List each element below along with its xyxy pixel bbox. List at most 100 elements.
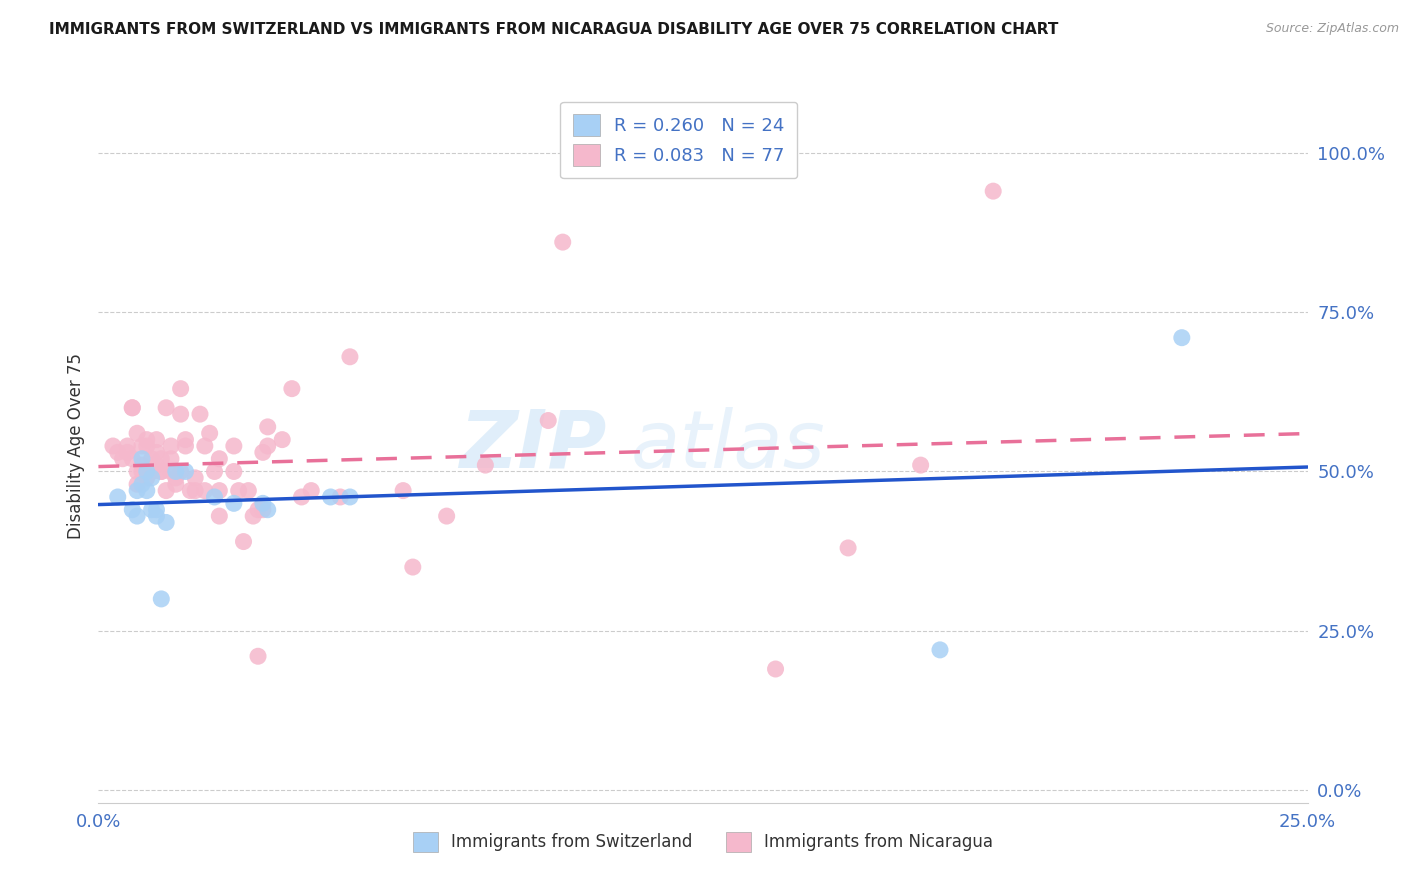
Point	[256, 502, 278, 516]
Point	[121, 401, 143, 415]
Point	[160, 451, 183, 466]
Point	[174, 439, 197, 453]
Legend: Immigrants from Switzerland, Immigrants from Nicaragua: Immigrants from Switzerland, Immigrants …	[406, 825, 1000, 859]
Point	[474, 458, 496, 472]
Point	[256, 420, 278, 434]
Text: ZIP: ZIP	[458, 407, 606, 485]
Point	[121, 401, 143, 415]
Point	[111, 451, 134, 466]
Point	[174, 433, 197, 447]
Point	[150, 465, 173, 479]
Point	[141, 471, 163, 485]
Point	[981, 184, 1004, 198]
Point	[204, 465, 226, 479]
Point	[131, 458, 153, 472]
Point	[117, 439, 139, 453]
Point	[1171, 331, 1194, 345]
Point	[204, 490, 226, 504]
Point	[198, 426, 221, 441]
Point	[290, 490, 312, 504]
Point	[155, 401, 177, 415]
Point	[165, 465, 187, 479]
Point	[141, 465, 163, 479]
Point	[319, 490, 342, 504]
Point	[145, 433, 167, 447]
Point	[208, 483, 231, 498]
Point	[135, 483, 157, 498]
Point	[131, 451, 153, 466]
Point	[127, 465, 149, 479]
Point	[160, 439, 183, 453]
Point	[222, 496, 245, 510]
Point	[174, 465, 197, 479]
Point	[141, 502, 163, 516]
Point	[165, 471, 187, 485]
Point	[160, 465, 183, 479]
Point	[256, 439, 278, 453]
Point	[252, 502, 274, 516]
Point	[247, 502, 270, 516]
Point	[252, 445, 274, 459]
Point	[117, 445, 139, 459]
Text: Source: ZipAtlas.com: Source: ZipAtlas.com	[1265, 22, 1399, 36]
Point	[247, 649, 270, 664]
Point	[169, 382, 191, 396]
Point	[188, 407, 211, 421]
Point	[169, 407, 191, 421]
Point	[281, 382, 304, 396]
Point	[208, 451, 231, 466]
Y-axis label: Disability Age Over 75: Disability Age Over 75	[66, 353, 84, 539]
Text: IMMIGRANTS FROM SWITZERLAND VS IMMIGRANTS FROM NICARAGUA DISABILITY AGE OVER 75 : IMMIGRANTS FROM SWITZERLAND VS IMMIGRANT…	[49, 22, 1059, 37]
Point	[242, 509, 264, 524]
Point	[127, 426, 149, 441]
Point	[910, 458, 932, 472]
Point	[135, 433, 157, 447]
Point	[238, 483, 260, 498]
Point	[184, 483, 207, 498]
Point	[929, 643, 952, 657]
Point	[131, 477, 153, 491]
Point	[107, 445, 129, 459]
Point	[551, 235, 574, 249]
Point	[121, 502, 143, 516]
Point	[228, 483, 250, 498]
Point	[208, 509, 231, 524]
Point	[145, 502, 167, 516]
Point	[135, 465, 157, 479]
Point	[127, 477, 149, 491]
Point	[232, 534, 254, 549]
Point	[436, 509, 458, 524]
Point	[107, 490, 129, 504]
Point	[194, 483, 217, 498]
Point	[127, 509, 149, 524]
Point	[135, 439, 157, 453]
Point	[135, 471, 157, 485]
Point	[252, 496, 274, 510]
Text: atlas: atlas	[630, 407, 825, 485]
Point	[222, 439, 245, 453]
Point	[127, 483, 149, 498]
Point	[765, 662, 787, 676]
Point	[392, 483, 415, 498]
Point	[155, 483, 177, 498]
Point	[169, 465, 191, 479]
Point	[222, 465, 245, 479]
Point	[141, 451, 163, 466]
Point	[271, 433, 294, 447]
Point	[537, 413, 560, 427]
Point	[194, 439, 217, 453]
Point	[165, 477, 187, 491]
Point	[145, 445, 167, 459]
Point	[131, 465, 153, 479]
Point	[150, 465, 173, 479]
Point	[145, 509, 167, 524]
Point	[131, 439, 153, 453]
Point	[329, 490, 352, 504]
Point	[150, 451, 173, 466]
Point	[155, 516, 177, 530]
Point	[299, 483, 322, 498]
Point	[121, 451, 143, 466]
Point	[339, 350, 361, 364]
Point	[145, 458, 167, 472]
Point	[150, 591, 173, 606]
